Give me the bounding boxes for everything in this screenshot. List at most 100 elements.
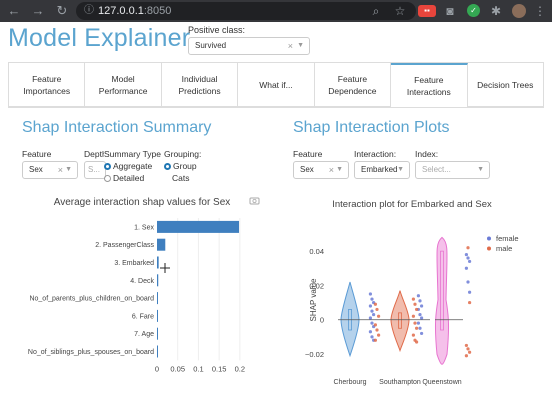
data-point[interactable] bbox=[420, 316, 424, 320]
radio-detailed[interactable]: Detailed bbox=[104, 173, 144, 183]
data-point[interactable] bbox=[415, 340, 419, 344]
data-point[interactable] bbox=[375, 307, 379, 312]
data-point[interactable] bbox=[416, 294, 420, 298]
violin[interactable] bbox=[390, 290, 410, 353]
data-point[interactable] bbox=[415, 307, 419, 312]
bar[interactable] bbox=[157, 345, 158, 358]
data-point[interactable] bbox=[372, 312, 376, 317]
data-point[interactable] bbox=[466, 246, 470, 250]
chevron-down-icon[interactable]: ▼ bbox=[477, 166, 484, 173]
data-point[interactable] bbox=[370, 309, 374, 313]
data-point[interactable] bbox=[464, 354, 468, 358]
browser-menu-icon[interactable]: ⋮ bbox=[534, 4, 546, 18]
depth-dropdown[interactable]: S... bbox=[84, 161, 106, 179]
tab-feature-interactions[interactable]: Feature Interactions bbox=[391, 63, 468, 107]
data-point[interactable] bbox=[420, 331, 424, 336]
legend-marker[interactable] bbox=[487, 246, 491, 251]
bar[interactable] bbox=[157, 256, 159, 269]
data-point[interactable] bbox=[466, 256, 470, 260]
bar[interactable] bbox=[157, 309, 158, 322]
radio-selected-icon[interactable] bbox=[104, 162, 111, 170]
bar[interactable] bbox=[157, 327, 158, 340]
puzzle-extensions-icon[interactable]: ✱ bbox=[490, 4, 502, 18]
data-point[interactable] bbox=[377, 333, 381, 337]
data-point[interactable] bbox=[464, 252, 468, 257]
data-point[interactable] bbox=[368, 304, 372, 308]
data-point[interactable] bbox=[468, 290, 472, 294]
clear-icon[interactable]: × bbox=[57, 165, 63, 175]
chevron-down-icon[interactable]: ▼ bbox=[65, 166, 72, 173]
clear-icon[interactable]: × bbox=[287, 41, 293, 51]
data-point[interactable] bbox=[418, 312, 422, 317]
data-point[interactable] bbox=[468, 259, 472, 264]
legend-label[interactable]: male bbox=[496, 244, 512, 253]
data-point[interactable] bbox=[373, 302, 377, 306]
data-point[interactable] bbox=[468, 300, 472, 305]
chevron-down-icon[interactable]: ▼ bbox=[336, 166, 343, 173]
violin[interactable] bbox=[340, 281, 360, 358]
data-point[interactable] bbox=[415, 326, 419, 330]
address-bar[interactable]: ⓘ 127.0.0.1:8050 bbox=[76, 2, 416, 20]
tab-individual-predictions[interactable]: Individual Predictions bbox=[161, 63, 239, 107]
bar[interactable] bbox=[157, 220, 240, 233]
tab-feature-dependence[interactable]: Feature Dependence bbox=[314, 63, 392, 107]
data-point[interactable] bbox=[413, 321, 417, 325]
data-point[interactable] bbox=[370, 335, 374, 339]
summary-feature-dropdown[interactable]: Sex × ▼ bbox=[22, 161, 78, 179]
tab-what-if[interactable]: What if... bbox=[238, 63, 315, 107]
data-point[interactable] bbox=[464, 266, 468, 270]
data-point[interactable] bbox=[466, 280, 470, 284]
camera-download-icon[interactable] bbox=[249, 197, 260, 205]
data-point[interactable] bbox=[377, 314, 381, 318]
chevron-down-icon[interactable]: ▼ bbox=[297, 42, 304, 49]
grouping-cats-label[interactable]: Cats bbox=[172, 173, 190, 183]
zoom-icon[interactable]: ⌕ bbox=[372, 4, 380, 18]
chevron-down-icon[interactable]: ▼ bbox=[397, 166, 404, 173]
data-point[interactable] bbox=[411, 333, 415, 337]
interaction-dropdown[interactable]: Embarked ▼ bbox=[354, 161, 410, 179]
bookmark-star-icon[interactable]: ☆ bbox=[394, 4, 406, 18]
data-point[interactable] bbox=[368, 292, 372, 296]
tab-feature-importances[interactable]: Feature Importances bbox=[9, 63, 86, 107]
radio-group[interactable]: Group bbox=[164, 161, 197, 171]
bar[interactable] bbox=[157, 274, 159, 287]
data-point[interactable] bbox=[418, 326, 422, 330]
info-icon[interactable]: ⓘ bbox=[84, 5, 94, 16]
data-point[interactable] bbox=[468, 350, 472, 354]
data-point[interactable] bbox=[418, 299, 422, 303]
back-arrow-icon[interactable]: ← bbox=[7, 3, 21, 18]
data-point[interactable] bbox=[464, 343, 468, 348]
data-point[interactable] bbox=[411, 297, 415, 301]
reload-icon[interactable]: ↻ bbox=[56, 3, 68, 18]
legend-marker[interactable] bbox=[487, 236, 491, 241]
data-point[interactable] bbox=[420, 304, 424, 308]
tab-decision-trees[interactable]: Decision Trees bbox=[467, 63, 543, 107]
profile-avatar[interactable] bbox=[512, 4, 526, 18]
radio-selected-icon[interactable] bbox=[164, 162, 171, 170]
data-point[interactable] bbox=[373, 338, 377, 342]
radio-aggregate[interactable]: Aggregate bbox=[104, 161, 152, 171]
radio-unselected-icon[interactable] bbox=[104, 174, 111, 182]
extension-red-icon[interactable]: ▪▪ bbox=[418, 5, 436, 17]
data-point[interactable] bbox=[416, 321, 420, 325]
data-point[interactable] bbox=[368, 316, 372, 320]
tab-model-performance[interactable]: Model Performance bbox=[85, 63, 162, 107]
camera-extension-icon[interactable]: ◙ bbox=[446, 4, 454, 18]
bar[interactable] bbox=[157, 292, 158, 305]
data-point[interactable] bbox=[466, 347, 470, 351]
data-point[interactable] bbox=[375, 328, 379, 332]
plots-feature-dropdown[interactable]: Sex × ▼ bbox=[293, 161, 349, 179]
data-point[interactable] bbox=[370, 297, 374, 301]
positive-class-dropdown[interactable]: Survived × ▼ bbox=[188, 37, 310, 55]
data-point[interactable] bbox=[373, 323, 377, 327]
data-point[interactable] bbox=[370, 321, 374, 325]
clear-icon[interactable]: × bbox=[328, 165, 334, 175]
bar[interactable] bbox=[157, 238, 166, 251]
legend-label[interactable]: female bbox=[496, 234, 519, 243]
violin[interactable] bbox=[434, 236, 450, 365]
data-point[interactable] bbox=[413, 302, 417, 306]
shield-extension-icon[interactable]: ✓ bbox=[467, 4, 480, 17]
forward-arrow-icon[interactable]: → bbox=[31, 3, 45, 18]
index-dropdown[interactable]: Select... ▼ bbox=[415, 161, 490, 179]
data-point[interactable] bbox=[411, 314, 415, 318]
